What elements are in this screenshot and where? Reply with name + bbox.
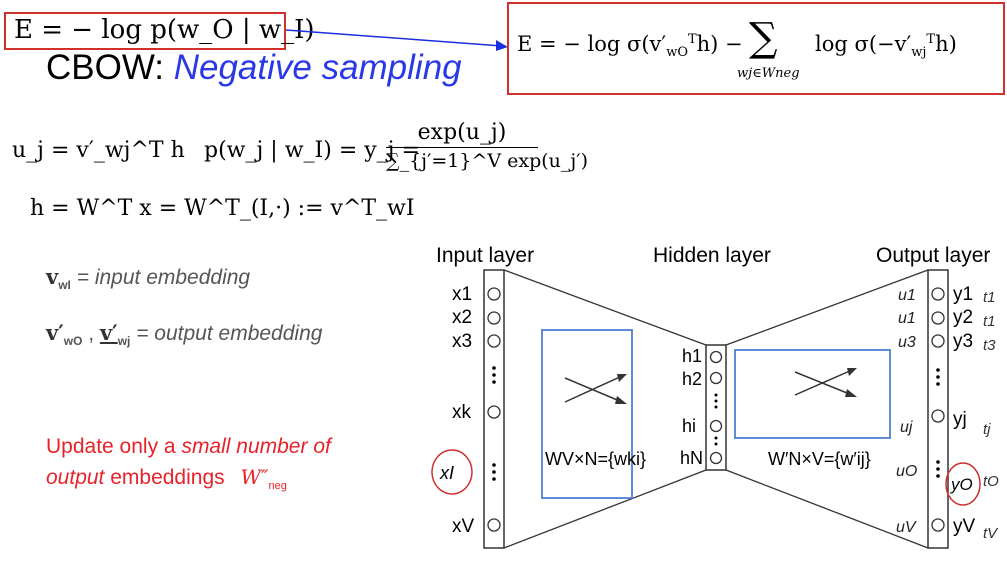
output-u-label: u1 [898, 287, 916, 304]
input-label-x2: x2 [452, 307, 472, 328]
input-layer-column [483, 269, 505, 549]
negative-formula-lhs: E = − log σ(v′wOTh) − [517, 32, 743, 61]
connection-line [503, 469, 707, 549]
output-weight-box [734, 349, 891, 439]
sum-symbol: ∑ [749, 15, 778, 61]
probability-definition: p(w_j | w_I) = y_j = [204, 138, 420, 163]
input-highlight-circle [431, 449, 473, 495]
output-y-label: yj [953, 409, 967, 430]
hidden-label-hN: hN [680, 448, 703, 468]
output-u-label: u3 [898, 334, 916, 351]
output-node [931, 518, 945, 532]
output-u-label: uV [896, 519, 917, 536]
input-layer-title: Input layer [436, 244, 534, 267]
output-y-label: y1 [953, 284, 973, 305]
hidden-node [709, 451, 723, 465]
output-embedding-label: v′wO , v′wj = output embedding [46, 320, 323, 349]
softmax-fraction: exp(u_j) ∑_{j′=1}^V exp(u_j′) [386, 120, 588, 172]
fraction-denominator: ∑_{j′=1}^V exp(u_j′) [386, 147, 588, 172]
output-layer-column [927, 269, 949, 549]
connection-line [503, 269, 707, 346]
hidden-node [709, 419, 723, 433]
input-node [487, 405, 501, 419]
output-node [931, 311, 945, 325]
u-definition: u_j = v′_wj^T h [12, 138, 185, 163]
hidden-label-hi: hi [682, 416, 696, 436]
update-note: Update only a small number of output emb… [46, 435, 331, 493]
output-y-label: yV [953, 516, 976, 537]
output-node [931, 409, 945, 423]
output-t-label: t1 [983, 289, 996, 306]
input-weight-label: WV×N={wki} [545, 449, 646, 469]
input-label-x3: x3 [452, 331, 472, 352]
output-highlight-circle [945, 462, 981, 506]
output-u-label: uO [896, 463, 917, 480]
hidden-layer-title: Hidden layer [653, 244, 771, 267]
output-t-label: tV [983, 525, 999, 542]
hidden-node [709, 371, 723, 385]
output-u-label: u1 [898, 310, 916, 327]
output-node [931, 287, 945, 301]
hidden-label-h2: h2 [682, 369, 702, 389]
output-y-label: y2 [953, 307, 973, 328]
negative-sampling-formula-box: E = − log σ(v′wOTh) − ∑ wj∈Wneg log σ(−v… [507, 2, 1005, 95]
output-y-label: yO [950, 475, 973, 494]
fraction-numerator: exp(u_j) [417, 120, 507, 145]
h-definition: h = W^T x = W^T_(I,·) := v^T_wI [30, 196, 415, 221]
output-t-label: tj [983, 421, 991, 438]
output-layer-title: Output layer [876, 244, 990, 267]
input-node [487, 287, 501, 301]
connector-arrow [286, 29, 508, 51]
output-t-label: t1 [983, 313, 996, 330]
energy-formula-box: E = − log p(w_O | w_I) [4, 12, 315, 50]
connection-line [725, 269, 929, 346]
input-label-xk: xk [452, 402, 472, 423]
input-embedding-label: vwI = input embedding [46, 264, 251, 293]
input-label-xV: xV [452, 516, 475, 537]
input-weight-box [541, 329, 633, 499]
hidden-label-h1: h1 [682, 346, 702, 366]
input-label-x1: x1 [452, 284, 472, 305]
input-node [487, 518, 501, 532]
input-highlight-label: xI [439, 463, 454, 483]
output-node [931, 334, 945, 348]
sum-subscript: wj∈Wneg [737, 66, 800, 81]
negative-formula-rhs: log σ(−v′wjTh) [815, 32, 957, 61]
output-u-label: uj [900, 419, 913, 436]
connection-line [725, 469, 929, 549]
input-node [487, 334, 501, 348]
output-weight-label: W′N×V={w′ij} [768, 449, 871, 469]
slide-title: CBOW: Negative sampling [46, 48, 462, 87]
output-y-label: y3 [953, 331, 973, 352]
output-t-label: t3 [983, 337, 996, 354]
hidden-node [709, 350, 723, 364]
output-ellipsis [936, 368, 940, 478]
input-node [487, 311, 501, 325]
input-ellipsis [492, 366, 496, 481]
energy-formula: E = − log p(w_O | w_I) [14, 15, 315, 45]
output-t-label: tO [983, 473, 999, 490]
hidden-ellipsis [714, 393, 718, 446]
